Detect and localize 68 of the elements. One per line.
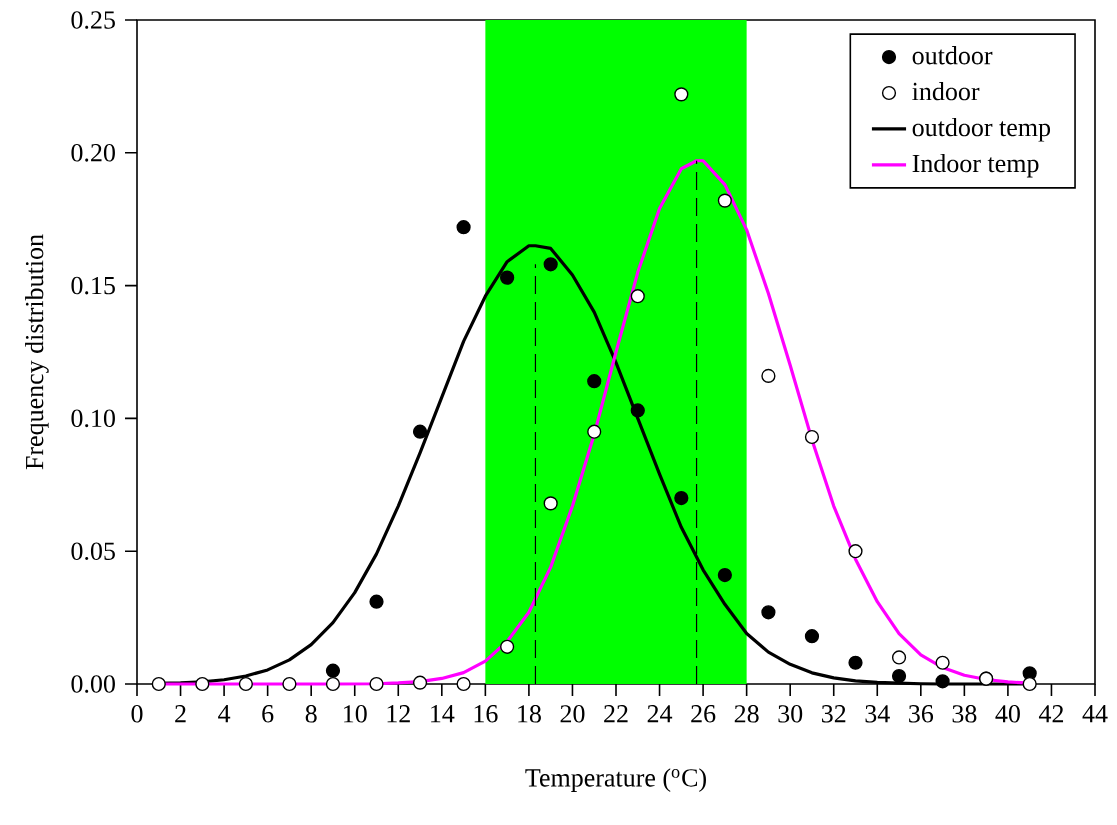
x-tick-label: 20 (560, 705, 585, 723)
point (674, 490, 689, 506)
point (674, 87, 689, 102)
point (935, 655, 950, 670)
y-tick-label: 0.00 (71, 675, 115, 693)
legend-label: indoor (912, 82, 980, 101)
x-tick-label: 40 (995, 705, 1020, 723)
y-axis-title: Frequency distribution (25, 234, 49, 470)
x-tick-label: 4 (218, 705, 231, 723)
legend-label: Indoor temp (912, 153, 1039, 178)
point (804, 429, 820, 445)
y-tick-label: 0.15 (71, 276, 115, 295)
x-tick-label: 10 (344, 705, 367, 723)
point (325, 676, 341, 692)
x-tick-label: 42 (1038, 705, 1064, 723)
x-tick-label: 24 (647, 705, 673, 723)
point (935, 674, 950, 689)
point (369, 676, 384, 692)
x-tick-label: 18 (518, 705, 541, 723)
x-tick-label: 32 (821, 705, 846, 723)
x-tick-label: 0 (131, 705, 143, 723)
point (761, 605, 776, 620)
x-tick-label: 34 (865, 705, 890, 723)
point (848, 655, 863, 670)
point (456, 676, 471, 692)
point (456, 220, 471, 235)
point (891, 668, 907, 684)
x-tick-label: 6 (262, 705, 274, 723)
point (848, 544, 863, 559)
point (717, 193, 732, 208)
point (151, 676, 166, 692)
y-tick-label: 0.10 (71, 409, 115, 428)
y-tick-label: 0.05 (71, 542, 115, 561)
x-tick-label: 30 (778, 705, 803, 723)
point (543, 496, 558, 511)
legend-label: outdoor temp (912, 117, 1051, 142)
point (587, 374, 602, 389)
point (238, 676, 253, 692)
x-tick-label: 2 (175, 705, 186, 723)
point (630, 403, 645, 418)
x-tick-label: 36 (909, 705, 934, 723)
y-tick-label: 0.25 (71, 11, 115, 29)
x-tick-label: 28 (734, 705, 759, 723)
point (804, 629, 820, 644)
x-tick-label: 12 (387, 705, 410, 723)
point (630, 289, 645, 304)
point (195, 676, 210, 692)
legend-label: outdoor (912, 46, 993, 65)
x-tick-label: 22 (604, 705, 628, 723)
x-tick-label: 8 (305, 705, 317, 723)
point (325, 663, 341, 678)
point (587, 424, 602, 439)
x-tick-label: 26 (691, 705, 716, 723)
point (369, 594, 384, 609)
point (717, 568, 732, 583)
y-tick-label: 0.20 (71, 143, 115, 162)
point (412, 675, 428, 690)
x-axis-title: Temperature ($^{o}$C) (525, 768, 706, 792)
x-tick-label: 16 (474, 705, 498, 723)
x-tick-label: 38 (952, 705, 977, 723)
x-tick-label: 14 (431, 705, 455, 723)
point (282, 676, 297, 692)
point (543, 257, 558, 272)
point (412, 424, 428, 439)
point (500, 270, 515, 285)
x-tick-label: 44 (1082, 705, 1108, 723)
point (1022, 676, 1037, 692)
point (500, 639, 515, 654)
